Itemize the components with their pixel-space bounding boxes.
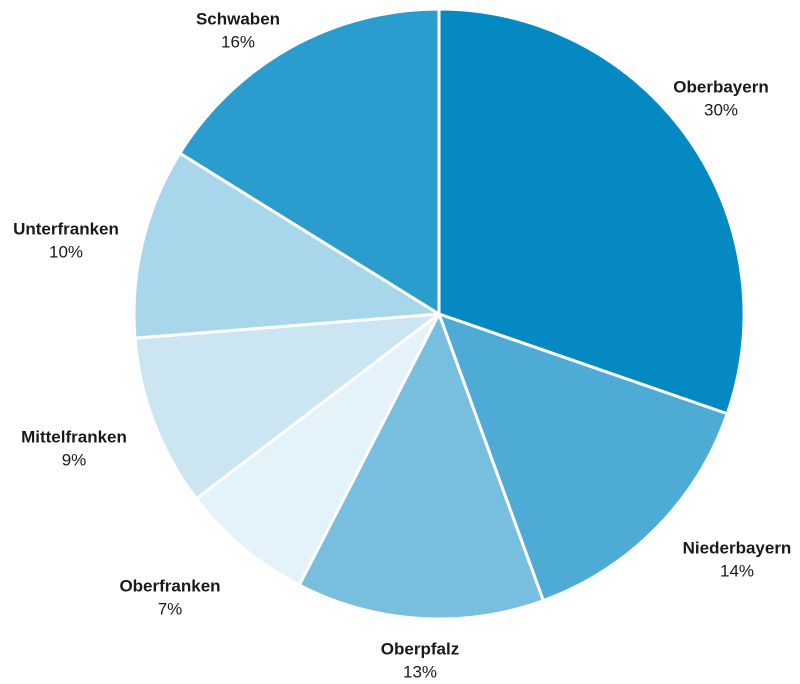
pie-labels: Oberbayern 30% Niederbayern 14% Oberpfalz 13%…	[13, 10, 791, 682]
pie-slice-mittelfranken	[133, 312, 441, 501]
pie-slice-oberbayern	[437, 7, 746, 416]
slice-percent-mittelfranken: 9%	[62, 451, 87, 470]
pie-slice-oberpfalz	[297, 312, 545, 621]
slice-label-oberfranken: Oberfranken	[119, 577, 220, 596]
slice-percent-oberfranken: 7%	[158, 600, 183, 619]
slice-percent-niederbayern: 14%	[720, 562, 754, 581]
slice-label-oberpfalz: Oberpfalz	[381, 640, 459, 659]
slice-label-niederbayern: Niederbayern	[683, 539, 792, 558]
pie-slice-unterfranken	[132, 151, 441, 340]
slice-label-oberbayern: Oberbayern	[673, 78, 768, 97]
slice-label-mittelfranken: Mittelfranken	[21, 428, 127, 447]
pie-slice-schwaben	[178, 7, 441, 316]
slice-percent-oberpfalz: 13%	[403, 663, 437, 682]
pie-slices	[132, 7, 746, 621]
slice-label-schwaben: Schwaben	[196, 10, 280, 29]
slice-percent-unterfranken: 10%	[49, 243, 83, 262]
pie-slice-niederbayern	[437, 312, 729, 603]
slice-percent-schwaben: 16%	[221, 33, 255, 52]
slice-label-unterfranken: Unterfranken	[13, 220, 119, 239]
pie-slice-oberfranken	[194, 312, 441, 587]
slice-percent-oberbayern: 30%	[704, 101, 738, 120]
